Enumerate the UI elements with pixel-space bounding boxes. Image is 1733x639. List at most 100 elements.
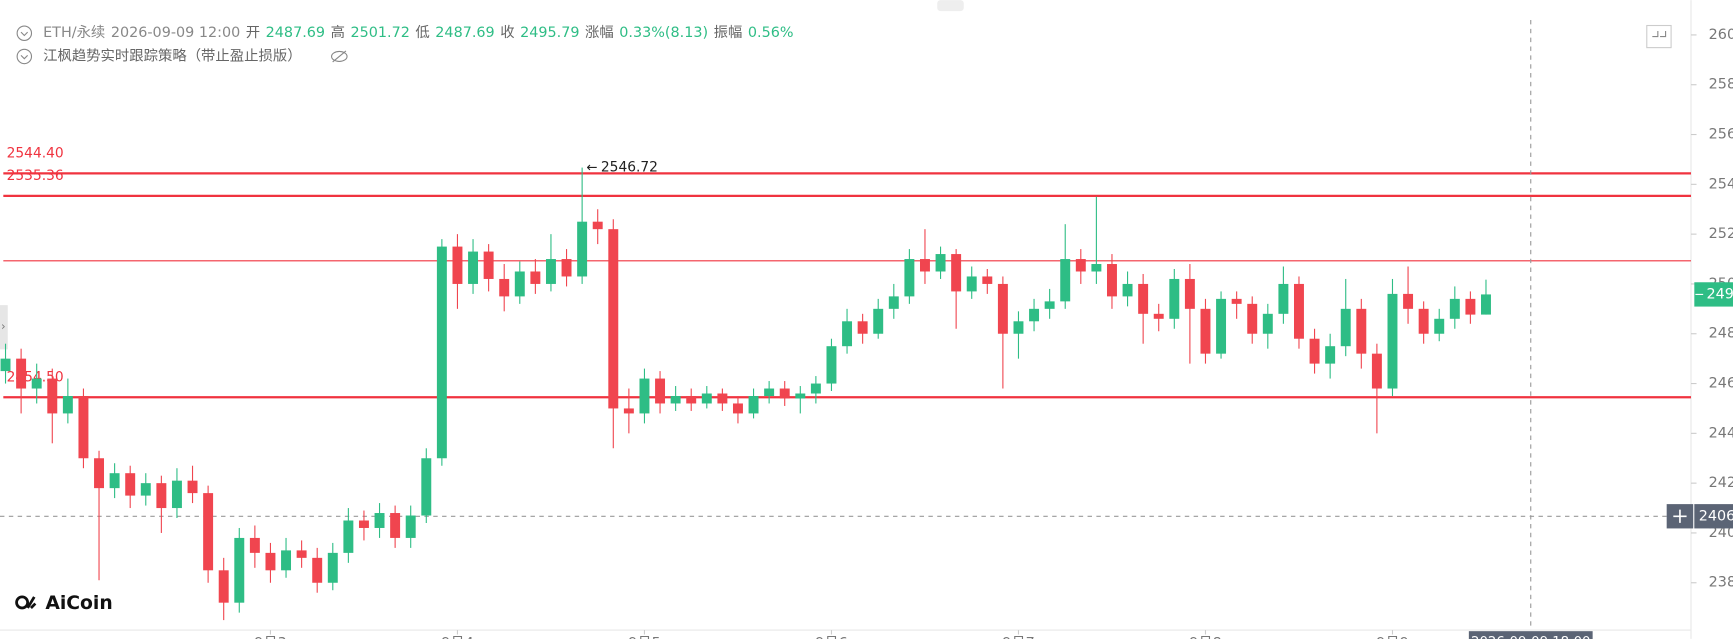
y-tick-label: 2520 xyxy=(1709,226,1733,242)
candle-body xyxy=(670,395,681,404)
candle-body xyxy=(109,473,120,489)
eye-slash xyxy=(332,50,347,63)
candle-body xyxy=(748,395,759,414)
header-value: 0.33%(8.13) xyxy=(619,25,708,41)
candle-body xyxy=(16,358,27,389)
side-tab-arrow: › xyxy=(1,320,5,333)
candle-body xyxy=(140,483,151,496)
candle-body xyxy=(1356,308,1367,354)
y-tick-label: 2600 xyxy=(1709,27,1733,43)
x-tick-label: 9月9 xyxy=(1376,635,1409,639)
candle-body xyxy=(374,513,385,528)
candle-body xyxy=(919,259,930,272)
candle-body xyxy=(514,271,525,297)
y-tick-label: 2460 xyxy=(1709,376,1733,392)
candle-body xyxy=(31,378,42,389)
candle-body xyxy=(764,388,775,396)
logo-mark xyxy=(15,595,30,610)
candle-body xyxy=(1294,283,1304,339)
x-tick-label: 9月7 xyxy=(1002,635,1035,639)
peak-arrow: ← xyxy=(587,161,598,176)
candle-body xyxy=(655,378,666,404)
expand-icon-glyph xyxy=(1652,31,1667,38)
crosshair-plus xyxy=(1673,509,1687,523)
candle-body xyxy=(171,480,182,509)
candle-body xyxy=(686,395,697,404)
expand-icon[interactable] xyxy=(1646,24,1672,49)
candle-body xyxy=(732,403,743,414)
last-price: 2495.79 xyxy=(1706,286,1733,302)
candle-body xyxy=(312,557,323,583)
y-tick-label: 2580 xyxy=(1709,77,1733,93)
candle-body xyxy=(592,221,603,230)
y-tick-label: 2400 xyxy=(1709,525,1733,541)
candle-body xyxy=(156,483,167,509)
candle-body xyxy=(94,458,105,489)
collapse-icon[interactable] xyxy=(16,48,33,65)
header-label: 开 xyxy=(246,25,260,41)
crosshair-time-box xyxy=(1468,631,1593,639)
candle-body xyxy=(873,308,884,334)
candle-body xyxy=(1403,293,1414,309)
header-label: 收 xyxy=(500,24,514,41)
candle-body xyxy=(1247,303,1258,334)
plot-area: 2380240024202440246024802500252025402560… xyxy=(0,19,1733,639)
candle-body xyxy=(203,493,214,571)
candle-body xyxy=(78,395,89,459)
y-tick-label: 2440 xyxy=(1709,425,1733,441)
header-symbol: ETH/永续 xyxy=(43,24,105,41)
candle-body xyxy=(0,358,11,372)
candle-body xyxy=(1153,313,1164,319)
candle-body xyxy=(1418,308,1429,334)
y-tick-label: 2480 xyxy=(1709,326,1733,342)
y-tick-label: 2420 xyxy=(1709,475,1733,491)
candle-body xyxy=(343,520,354,553)
candle-body xyxy=(935,254,946,272)
crosshair-price: 2406.7 xyxy=(1699,508,1733,524)
x-tick-label: 9月3 xyxy=(254,635,287,639)
x-tick-label: 9月5 xyxy=(628,635,661,639)
candle-body xyxy=(1309,338,1320,364)
strategy-name: 江枫趋势实时跟踪策略（带止盈止损版） xyxy=(43,47,301,64)
x-tick-label: 9月6 xyxy=(815,635,848,639)
candle-body xyxy=(1044,301,1055,309)
candle-body xyxy=(779,388,790,399)
header-label: 高 xyxy=(331,24,345,41)
candle-body xyxy=(452,246,463,284)
candle-body xyxy=(499,278,510,297)
candle-body xyxy=(125,473,136,496)
level-label: 2544.40 xyxy=(7,145,64,161)
candle-body xyxy=(1200,308,1211,354)
candle-body xyxy=(468,251,479,284)
candle-body xyxy=(842,321,853,347)
collapse-icon[interactable] xyxy=(16,25,33,41)
candle-body xyxy=(639,378,650,414)
y-tick-label: 2540 xyxy=(1709,176,1733,192)
candle-body xyxy=(1371,353,1382,389)
candle-body xyxy=(1169,278,1180,319)
candle-body xyxy=(1278,283,1289,314)
side-tab[interactable] xyxy=(0,305,8,350)
x-tick-label: 9月4 xyxy=(441,635,474,639)
collapse-icon-glyph xyxy=(20,31,29,37)
candle-body xyxy=(623,408,634,414)
candle-body xyxy=(1481,294,1491,315)
candle-body xyxy=(1340,308,1351,347)
candle-body xyxy=(1091,264,1102,272)
candle-body xyxy=(1231,298,1242,304)
candle-body xyxy=(1434,318,1445,334)
hide-icon[interactable] xyxy=(331,50,348,63)
candle-body xyxy=(1262,313,1273,334)
candle-body xyxy=(717,393,728,404)
handle xyxy=(937,0,964,12)
candle-body xyxy=(249,537,260,553)
candle-body xyxy=(530,271,541,284)
candle-body xyxy=(390,513,401,538)
candle-body xyxy=(545,259,556,284)
header-time: 2026-09-09 12:00 xyxy=(111,25,240,41)
logo-mark xyxy=(26,596,37,609)
candle-body xyxy=(483,251,494,279)
candle-body xyxy=(966,276,977,292)
candle-body xyxy=(1387,293,1398,389)
